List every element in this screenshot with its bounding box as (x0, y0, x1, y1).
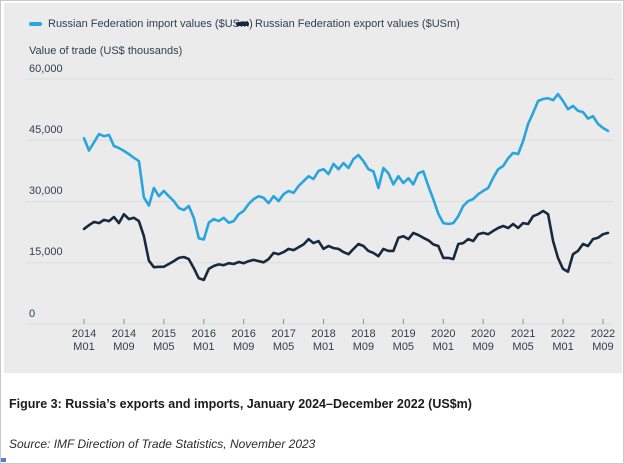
x-tick-label: 2022 M01 (541, 328, 585, 353)
export-legend-label: Russian Federation export values ($USm) (255, 18, 460, 30)
import-line (82, 92, 610, 241)
export-line (82, 209, 610, 282)
gridlines (26, 78, 613, 325)
cursor-artifact (1, 458, 6, 462)
chart-panel-background (4, 3, 622, 373)
legend-item-imports: Russian Federation import values ($USm) (29, 18, 253, 30)
x-tick-label: 2020 M09 (461, 328, 505, 353)
x-tick-label: 2017 M05 (262, 328, 306, 353)
import-legend-dash-icon (29, 22, 42, 26)
x-tick-label-line: 2022 (550, 328, 576, 340)
x-tick-label-line: M09 (232, 340, 255, 353)
x-tick-label: 2018 M01 (302, 328, 346, 353)
x-tick-label-line: 2017 (271, 328, 296, 340)
x-tick-label: 2016 M01 (182, 328, 226, 353)
x-tick-label-line: M05 (512, 340, 534, 353)
x-tick-label-line: 2016 (231, 328, 256, 340)
x-tick-label-line: M09 (113, 340, 135, 353)
x-tick-label-line: M01 (193, 340, 215, 353)
x-tick-label-line: M01 (432, 340, 454, 353)
figure-source: Source: IMF Direction of Trade Statistic… (9, 437, 316, 451)
x-tick-label-line: M01 (312, 340, 335, 353)
x-tick-label-line: M05 (392, 340, 415, 353)
x-tick-label: 2014 M01 (62, 328, 106, 353)
y-tick-label: 0 (29, 307, 36, 320)
x-tick-label-line: 2022 (590, 328, 616, 340)
y-tick-label: 60,000 (29, 62, 63, 75)
x-tick-label: 2022 M09 (581, 328, 623, 353)
x-tick-label-line: M05 (272, 340, 295, 353)
y-tick-label: 30,000 (29, 185, 63, 197)
x-tick-label-line: M05 (153, 340, 175, 353)
x-tick-label-line: 2020 (470, 328, 496, 340)
x-tick-label-line: M01 (552, 340, 574, 353)
x-tick-label: 2020 M01 (421, 328, 465, 353)
legend-item-exports: Russian Federation export values ($USm) (236, 18, 460, 30)
x-tick-label-line: 2018 (351, 328, 376, 340)
import-legend-label: Russian Federation import values ($USm) (48, 18, 253, 30)
x-tick-label-line: 2018 (311, 328, 336, 340)
export-legend-dash-icon (236, 22, 249, 26)
x-tick-label-line: 2020 (431, 328, 456, 340)
x-tick-label: 2014 M09 (102, 328, 146, 353)
y-axis-title: Value of trade (US$ thousands) (29, 45, 183, 57)
x-tick-label: 2016 M09 (222, 328, 266, 353)
x-tick-label: 2019 M05 (381, 328, 425, 353)
x-tick-label: 2018 M09 (341, 328, 385, 353)
x-tick-label-line: M01 (73, 340, 95, 353)
x-tick-label-line: 2019 (391, 328, 416, 340)
x-tick-label-line: 2016 (191, 328, 216, 340)
x-tick-label-line: 2015 (151, 328, 177, 340)
figure-caption: Figure 3: Russia’s exports and imports, … (9, 397, 472, 411)
x-tick-label: 2021 M05 (501, 328, 545, 353)
y-tick-label: 15,000 (29, 246, 63, 259)
chart-svg (4, 3, 622, 373)
x-tick-label-line: M09 (592, 340, 614, 353)
x-tick-label-line: M09 (472, 340, 494, 353)
x-tick-label-line: 2021 (510, 328, 536, 340)
x-tick-label-line: M09 (352, 340, 375, 353)
x-tick-marks (83, 319, 604, 324)
y-tick-label: 45,000 (29, 123, 63, 136)
x-tick-label-line: 2014 (71, 328, 97, 340)
x-tick-label-line: 2014 (111, 328, 137, 340)
x-tick-label: 2015 M05 (142, 328, 186, 353)
